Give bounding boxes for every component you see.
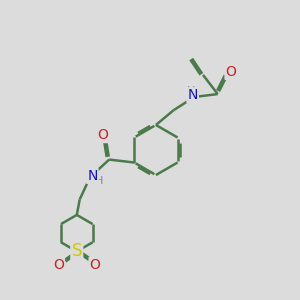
Text: O: O (226, 65, 236, 79)
Text: O: O (97, 128, 108, 142)
Text: N: N (188, 88, 198, 102)
Text: O: O (53, 258, 64, 272)
Text: S: S (71, 242, 82, 260)
Text: H: H (186, 85, 195, 95)
Text: O: O (90, 258, 101, 272)
Text: H: H (95, 176, 104, 186)
Text: N: N (87, 169, 98, 183)
